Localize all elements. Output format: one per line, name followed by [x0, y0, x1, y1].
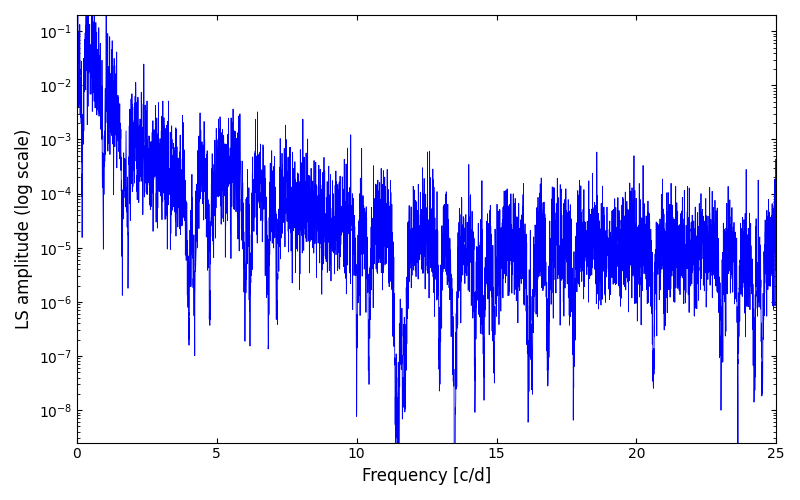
X-axis label: Frequency [c/d]: Frequency [c/d]	[362, 467, 491, 485]
Y-axis label: LS amplitude (log scale): LS amplitude (log scale)	[15, 128, 33, 329]
